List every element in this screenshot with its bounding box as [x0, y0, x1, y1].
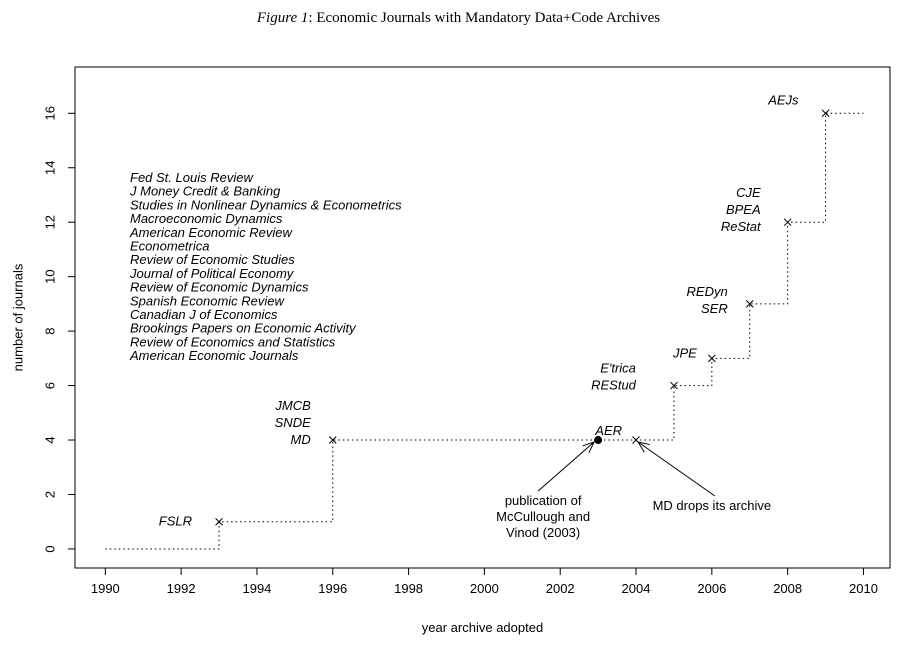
journal-label: AER: [594, 423, 622, 438]
y-tick-label: 8: [43, 327, 58, 334]
x-tick-label: 2004: [622, 581, 651, 596]
marker-stroke: [745, 300, 754, 308]
md-drop-arrow: [636, 441, 716, 497]
journal-label: JPE: [672, 345, 697, 360]
journal-list-item: Review of Economic Studies: [130, 252, 295, 267]
journal-list-item: Review of Economic Dynamics: [130, 280, 309, 295]
arrow-shaft: [637, 441, 716, 497]
x-tick-label: 1996: [318, 581, 347, 596]
y-tick-label: 4: [43, 436, 58, 443]
publication-annotation: McCullough and: [496, 509, 590, 524]
y-tick-label: 0: [43, 545, 58, 552]
marker-stroke: [632, 436, 640, 444]
adoption-marker: [745, 300, 754, 308]
marker-stroke: [328, 436, 337, 444]
adoption-marker: [707, 354, 716, 363]
adoption-marker: [328, 436, 337, 444]
journal-label: ReStat: [721, 219, 762, 234]
journal-list-item: Review of Economics and Statistics: [130, 334, 336, 349]
journal-list-item: Journal of Political Economy: [129, 266, 295, 281]
x-tick-label: 2008: [773, 581, 802, 596]
journal-list-item: J Money Credit & Banking: [129, 184, 281, 199]
journal-label: FSLR: [159, 514, 192, 529]
figure-label: Figure 1: [256, 10, 309, 26]
axes: 1990 1992 1994 1996 1998 2000 2002 2004 2006 2008…: [11, 66, 891, 635]
journal-label: CJE: [736, 185, 761, 200]
x-axis-label: year archive adopted: [422, 620, 543, 635]
x-tick-label: 2000: [470, 581, 499, 596]
publication-marker: [594, 436, 603, 445]
x-tick-label: 1990: [91, 581, 120, 596]
figure-caption: : Economic Journals with Mandatory Data+…: [308, 10, 661, 26]
y-tick-label: 16: [43, 106, 58, 120]
arrow-head: [636, 441, 650, 453]
arrow-shaft: [537, 441, 595, 492]
figure-title: Figure 1: Economic Journals with Mandato…: [0, 10, 917, 27]
journal-label: BPEA: [726, 202, 761, 217]
publication-annotation: publication of: [505, 493, 582, 508]
publication-arrow: [537, 441, 596, 492]
adoption-marker: [670, 381, 678, 390]
marker-stroke: [783, 218, 792, 227]
journal-label: SNDE: [275, 415, 311, 430]
adoption-marker: [215, 517, 223, 526]
journal-list-item: American Economic Review: [129, 225, 293, 240]
journal-list-item: Canadian J of Economics: [130, 307, 278, 322]
journal-list-item: Fed St. Louis Review: [130, 170, 254, 185]
y-tick-label: 2: [43, 491, 58, 498]
journal-label: AEJs: [767, 92, 799, 107]
y-axis-label: number of journals: [11, 263, 26, 371]
step-line: [105, 112, 864, 550]
journal-label: SER: [701, 301, 728, 316]
adoption-marker: [821, 109, 830, 118]
y-tick-label: 14: [43, 161, 58, 175]
adoption-marker: [783, 218, 792, 227]
journal-label: MD: [291, 432, 311, 447]
journal-list-item: Spanish Economic Review: [130, 293, 286, 308]
marker-stroke: [707, 354, 716, 363]
journal-list-item: Econometrica: [130, 239, 209, 254]
plot-frame: [74, 66, 891, 569]
marker-stroke: [215, 517, 223, 526]
x-tick-label: 1992: [167, 581, 196, 596]
journal-list-item: American Economic Journals: [129, 348, 299, 363]
journal-list-item: Studies in Nonlinear Dynamics & Economet…: [130, 197, 402, 212]
journal-label: REStud: [591, 378, 637, 393]
journal-list-item: Macroeconomic Dynamics: [130, 211, 283, 226]
series: [105, 109, 864, 550]
journal-list-item: Brookings Papers on Economic Activity: [130, 321, 357, 336]
publication-annotation: Vinod (2003): [506, 525, 580, 540]
journal-label: E'trica: [600, 361, 636, 376]
md-drop-annotation: MD drops its archive: [653, 498, 771, 513]
marker-stroke: [821, 109, 830, 118]
annotations: FSLR JMCB SNDE MD AER E'trica REStud JPE REDyn SE…: [129, 92, 799, 540]
y-tick-label: 10: [43, 269, 58, 283]
journal-label: JMCB: [274, 398, 311, 413]
x-tick-label: 1994: [242, 581, 271, 596]
x-tick-label: 2010: [849, 581, 878, 596]
journal-label: REDyn: [687, 284, 728, 299]
x-tick-label: 1998: [394, 581, 423, 596]
x-tick-label: 2006: [697, 581, 726, 596]
marker-stroke: [670, 381, 678, 390]
y-tick-label: 12: [43, 215, 58, 229]
y-tick-label: 6: [43, 382, 58, 389]
arrow-head: [582, 441, 596, 454]
x-tick-label: 2002: [546, 581, 575, 596]
